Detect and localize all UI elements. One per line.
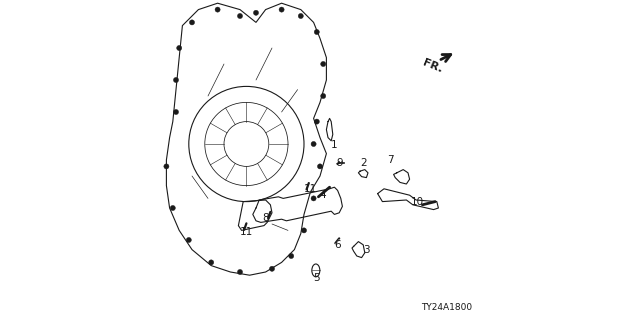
Circle shape	[317, 164, 323, 169]
Text: 2: 2	[360, 158, 367, 168]
Text: 4: 4	[320, 190, 326, 200]
Text: 11: 11	[304, 184, 317, 194]
Circle shape	[237, 269, 243, 275]
Circle shape	[321, 61, 326, 67]
Circle shape	[314, 119, 319, 124]
Circle shape	[314, 29, 319, 35]
Circle shape	[289, 253, 294, 259]
Circle shape	[164, 164, 169, 169]
Circle shape	[173, 109, 179, 115]
Text: 1: 1	[331, 140, 338, 150]
Text: FR.: FR.	[422, 57, 444, 74]
Circle shape	[269, 266, 275, 271]
Circle shape	[253, 10, 259, 15]
Circle shape	[311, 196, 316, 201]
Text: 8: 8	[262, 212, 269, 223]
Circle shape	[215, 7, 220, 12]
Circle shape	[321, 93, 326, 99]
Text: 6: 6	[334, 240, 341, 250]
Text: TY24A1800: TY24A1800	[421, 303, 472, 312]
Text: 10: 10	[411, 196, 424, 207]
Circle shape	[209, 260, 214, 265]
Text: 9: 9	[336, 158, 342, 168]
Text: 3: 3	[363, 244, 370, 255]
Circle shape	[170, 205, 175, 211]
Circle shape	[189, 20, 195, 25]
Circle shape	[279, 7, 284, 12]
Text: 7: 7	[387, 155, 394, 165]
Text: 11: 11	[240, 227, 253, 237]
Circle shape	[298, 13, 303, 19]
Circle shape	[237, 13, 243, 19]
Circle shape	[301, 228, 307, 233]
Text: 5: 5	[314, 273, 320, 284]
Circle shape	[177, 45, 182, 51]
Circle shape	[311, 141, 316, 147]
Circle shape	[186, 237, 191, 243]
Circle shape	[173, 77, 179, 83]
